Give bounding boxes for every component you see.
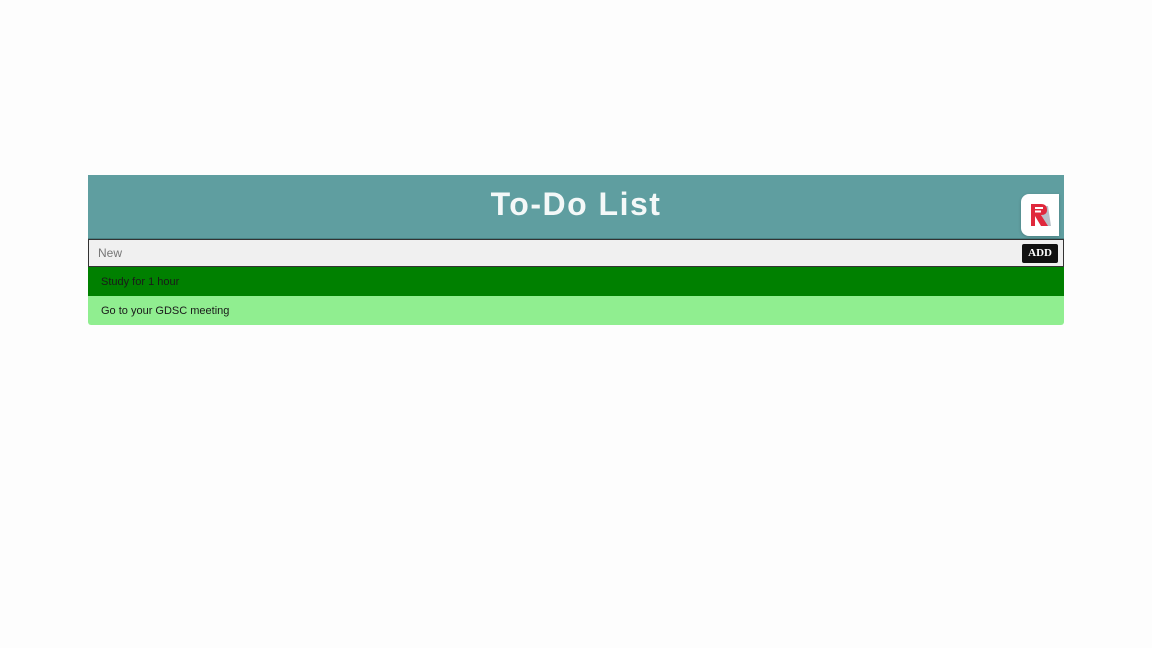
header: To-Do List <box>88 175 1064 239</box>
list-item[interactable]: Go to your GDSC meeting <box>88 296 1064 325</box>
add-button[interactable]: ADD <box>1022 243 1058 263</box>
todo-app: To-Do List ADD Study for 1 hour Go to yo… <box>88 175 1064 325</box>
list-item[interactable]: Study for 1 hour <box>88 267 1064 296</box>
page-title: To-Do List <box>490 186 662 222</box>
app-logo-glyph <box>1031 204 1051 226</box>
new-item-form: ADD <box>88 239 1064 267</box>
app-logo-icon[interactable] <box>1021 194 1059 236</box>
list-item-label: Study for 1 hour <box>101 275 180 288</box>
new-item-input[interactable] <box>89 240 1023 266</box>
todo-list: Study for 1 hour Go to your GDSC meeting <box>88 267 1064 325</box>
list-item-label: Go to your GDSC meeting <box>101 304 230 317</box>
